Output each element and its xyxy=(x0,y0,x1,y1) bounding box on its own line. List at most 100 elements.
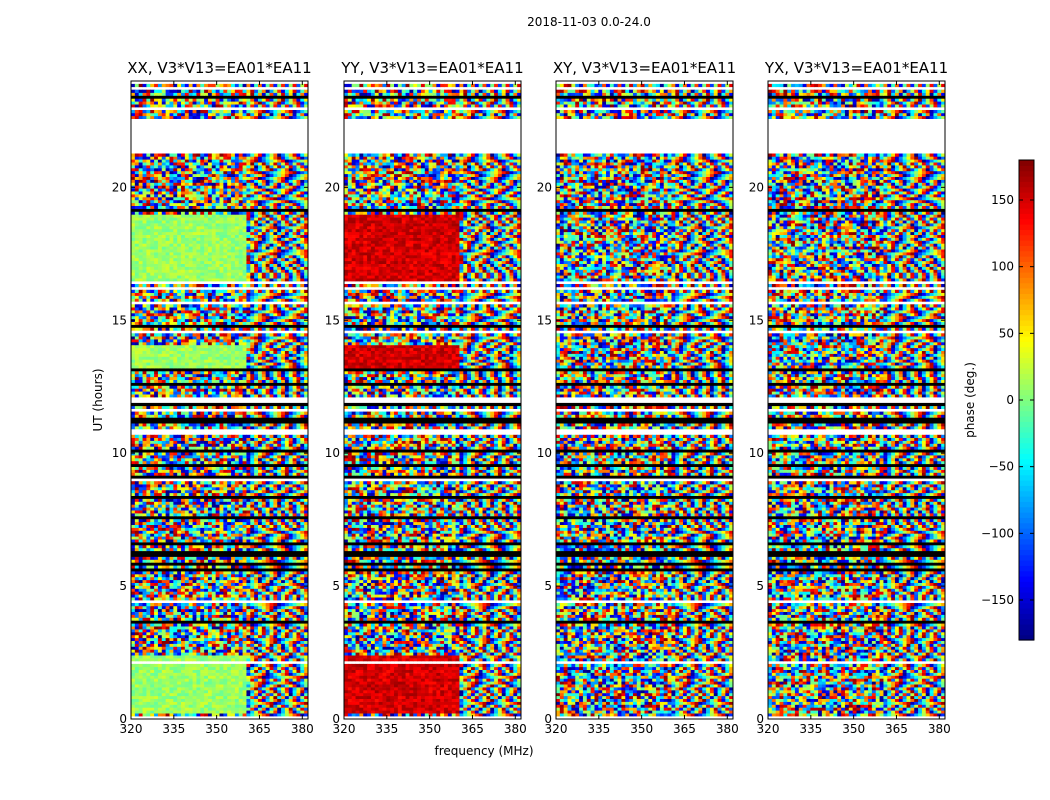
colorbar-segment xyxy=(1019,602,1034,609)
x-tick-label: 350 xyxy=(630,722,653,736)
colorbar-segment xyxy=(1019,160,1034,166)
colorbar-segment xyxy=(1019,197,1034,204)
y-tick-label: 5 xyxy=(332,579,340,593)
colorbar-segment xyxy=(1019,245,1034,252)
colorbar-segment xyxy=(1019,634,1034,641)
colorbar: 150 100 50 0 −50 −100 −150 xyxy=(981,159,1035,641)
colorbar-segment xyxy=(1019,554,1034,561)
colorbar-segment xyxy=(1019,512,1034,518)
x-tick-label: 365 xyxy=(673,722,696,736)
colorbar-segment xyxy=(1019,282,1034,289)
x-tick-label: 380 xyxy=(504,722,527,736)
colorbar-segment xyxy=(1019,496,1034,502)
colorbar-segment xyxy=(1019,560,1034,566)
x-tick-label: 350 xyxy=(205,722,228,736)
x-tick-label: 350 xyxy=(842,722,865,736)
colorbar-segment xyxy=(1019,597,1034,604)
y-tick-label: 15 xyxy=(325,313,340,327)
panel-frame xyxy=(130,80,309,720)
colorbar-segment xyxy=(1019,378,1034,385)
colorbar-segment xyxy=(1019,544,1034,550)
colorbar-segment xyxy=(1019,485,1034,492)
colorbar-segment xyxy=(1019,394,1034,401)
colorbar-segment xyxy=(1019,288,1034,294)
y-tick-label: 5 xyxy=(544,579,552,593)
colorbar-segment xyxy=(1019,549,1034,556)
panel-yy: YY, V3*V13=EA01*EA11 320 335 350 365 380 0 5 10 1… xyxy=(325,59,527,736)
colorbar-segment xyxy=(1019,458,1034,465)
colorbar-segment xyxy=(1019,170,1034,177)
colorbar-segment xyxy=(1019,336,1034,342)
y-tick-label: 10 xyxy=(112,446,127,460)
colorbar-segment xyxy=(1019,421,1034,428)
colorbar-segment xyxy=(1019,618,1034,625)
colorbar-tick-label: 150 xyxy=(991,193,1014,207)
colorbar-segment xyxy=(1019,586,1034,593)
colorbar-tick-label: 50 xyxy=(999,326,1014,340)
x-tick-label: 320 xyxy=(333,722,356,736)
colorbar-segment xyxy=(1019,352,1034,358)
colorbar-tick-label: 100 xyxy=(991,260,1014,274)
y-tick-label: 10 xyxy=(325,446,340,460)
colorbar-segment xyxy=(1019,266,1034,273)
colorbar-tick-label: −50 xyxy=(989,460,1014,474)
x-tick-label: 380 xyxy=(716,722,739,736)
colorbar-segment xyxy=(1019,218,1034,225)
y-tick-label: 20 xyxy=(749,180,764,194)
x-tick-label: 365 xyxy=(461,722,484,736)
y-tick-label: 20 xyxy=(112,180,127,194)
colorbar-segment xyxy=(1019,629,1034,636)
panels-group: XX, V3*V13=EA01*EA11 320 335 350 365 380 0 5 10 1… xyxy=(112,59,951,736)
colorbar-segment xyxy=(1019,325,1034,332)
colorbar-segment xyxy=(1019,357,1034,364)
colorbar-segment xyxy=(1019,416,1034,422)
x-tick-label: 380 xyxy=(291,722,314,736)
colorbar-segment xyxy=(1019,298,1034,305)
x-tick-label: 380 xyxy=(928,722,951,736)
colorbar-segment xyxy=(1019,405,1034,412)
x-tick-label: 350 xyxy=(418,722,441,736)
colorbar-segment xyxy=(1019,341,1034,348)
colorbar-segment xyxy=(1019,293,1034,300)
colorbar-segment xyxy=(1019,256,1034,262)
panel-frame xyxy=(767,80,946,720)
colorbar-segment xyxy=(1019,528,1034,534)
panel-xx: XX, V3*V13=EA01*EA11 320 335 350 365 380 0 5 10 1… xyxy=(112,59,314,736)
colorbar-segment xyxy=(1019,522,1034,529)
x-tick-label: 335 xyxy=(587,722,610,736)
x-tick-label: 335 xyxy=(162,722,185,736)
x-tick-label: 320 xyxy=(120,722,143,736)
colorbar-segment xyxy=(1019,213,1034,220)
y-tick-label: 15 xyxy=(749,313,764,327)
colorbar-segment xyxy=(1019,309,1034,316)
colorbar-segment xyxy=(1019,208,1034,214)
y-tick-label: 5 xyxy=(119,579,127,593)
colorbar-segment xyxy=(1019,437,1034,444)
panel-title: XX, V3*V13=EA01*EA11 xyxy=(127,59,311,77)
x-tick-label: 335 xyxy=(799,722,822,736)
colorbar-segment xyxy=(1019,570,1034,577)
x-axis-label: frequency (MHz) xyxy=(434,744,533,758)
panel-frame xyxy=(555,80,734,720)
x-tick-label: 320 xyxy=(545,722,568,736)
colorbar-segment xyxy=(1019,581,1034,588)
y-tick-label: 15 xyxy=(537,313,552,327)
y-tick-label: 15 xyxy=(112,313,127,327)
panel-xy: XY, V3*V13=EA01*EA11 320 335 350 365 380 0 5 10 1… xyxy=(537,59,739,736)
x-tick-label: 365 xyxy=(248,722,271,736)
colorbar-segment xyxy=(1019,330,1034,337)
colorbar-segment xyxy=(1019,410,1034,417)
colorbar-segment xyxy=(1019,314,1034,321)
colorbar-segment xyxy=(1019,400,1034,406)
colorbar-segment xyxy=(1019,277,1034,284)
panel-title: YX, V3*V13=EA01*EA11 xyxy=(764,59,948,77)
colorbar-segment xyxy=(1019,234,1034,241)
colorbar-tick-label: −150 xyxy=(981,593,1014,607)
colorbar-segment xyxy=(1019,426,1034,433)
y-tick-label: 0 xyxy=(332,712,340,726)
colorbar-segment xyxy=(1019,362,1034,369)
colorbar-segment xyxy=(1019,533,1034,540)
colorbar-segment xyxy=(1019,474,1034,481)
colorbar-segment xyxy=(1019,469,1034,476)
